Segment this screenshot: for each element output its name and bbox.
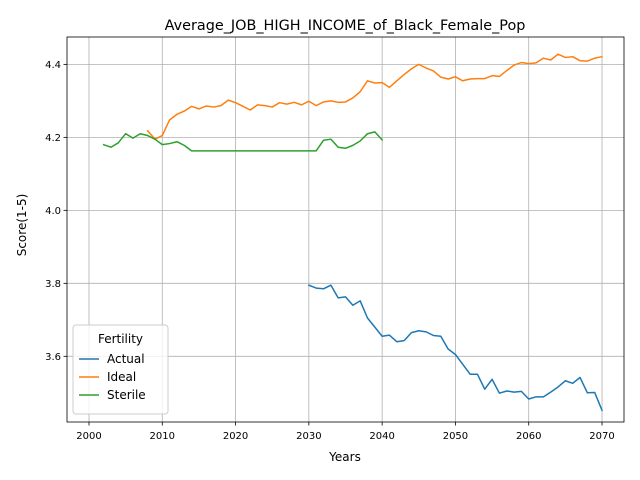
chart-title: Average_JOB_HIGH_INCOME_of_Black_Female_…: [165, 18, 526, 34]
y-tick-label: 4.0: [45, 206, 61, 217]
x-tick-label: 2000: [76, 431, 101, 442]
legend-label-sterile: Sterile: [107, 388, 146, 402]
y-tick-label: 4.4: [45, 60, 61, 71]
x-tick-label: 2070: [589, 431, 614, 442]
y-axis-label: Score(1-5): [15, 194, 29, 257]
x-tick-label: 2030: [296, 431, 321, 442]
series-line-ideal: [146, 53, 603, 140]
x-axis-label: Years: [328, 450, 361, 464]
x-tick-label: 2040: [369, 431, 394, 442]
series-line-actual: [307, 284, 603, 412]
y-tick-label: 3.6: [45, 352, 61, 363]
series-line-sterile: [102, 131, 384, 152]
x-axis-ticks: 2000 2010 2020 2030 2040 2050 2060 2070: [76, 422, 615, 442]
legend-box: [72, 324, 169, 415]
x-tick-label: 2010: [150, 431, 175, 442]
legend-items: Actual Ideal Sterile: [79, 352, 146, 402]
y-tick-label: 3.8: [45, 279, 61, 290]
plot-frame: [66, 36, 625, 423]
legend-label-ideal: Ideal: [107, 370, 136, 384]
y-axis-ticks: 3.6 3.8 4.0 4.2 4.4: [45, 60, 67, 363]
legend: Fertility Actual Ideal Sterile: [72, 324, 169, 415]
x-tick-label: 2060: [516, 431, 541, 442]
legend-title: Fertility: [98, 332, 143, 346]
x-tick-label: 2020: [223, 431, 248, 442]
legend-label-actual: Actual: [107, 352, 145, 366]
y-tick-label: 4.2: [45, 133, 61, 144]
x-tick-label: 2050: [443, 431, 468, 442]
series-lines: [102, 53, 603, 412]
